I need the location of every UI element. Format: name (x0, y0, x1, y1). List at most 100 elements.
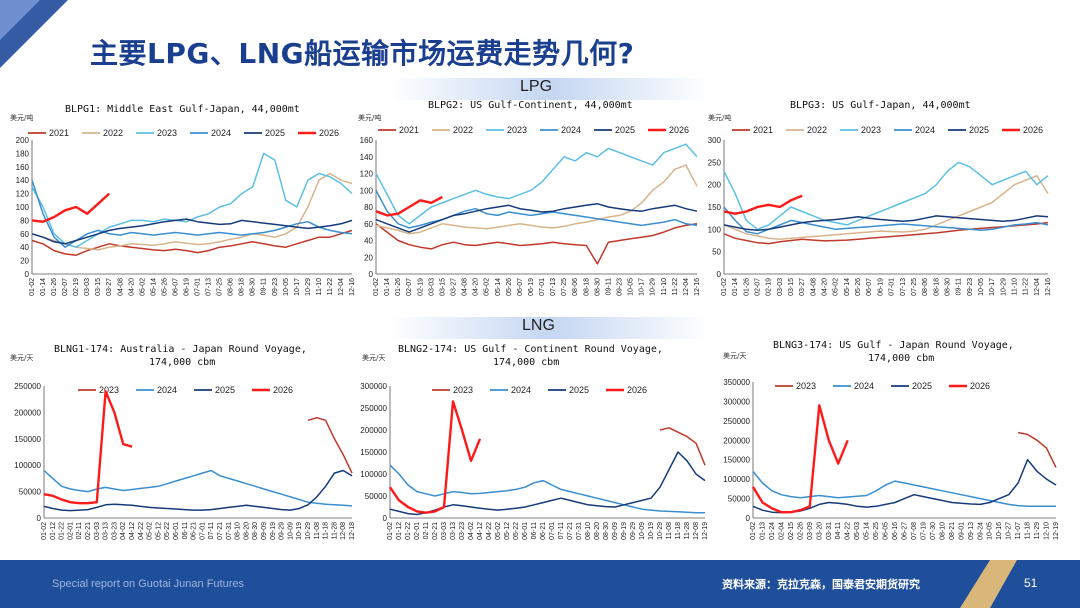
x-tick-label: 02-19 (766, 278, 773, 296)
x-tick-label: 07-01 (549, 522, 556, 540)
x-tick-label: 11-28 (684, 522, 691, 539)
x-tick-label: 05-02 (495, 522, 502, 540)
y-tick-label: 80 (364, 203, 373, 212)
x-tick-label: 10-09 (639, 522, 646, 540)
series-line-2021 (375, 223, 698, 265)
x-tick-label: 05-22 (513, 522, 520, 540)
x-tick-label: 11-18 (675, 522, 682, 539)
x-tick-label: 01-02 (750, 522, 757, 540)
series-line-2023 (31, 152, 353, 248)
corner-decoration-inner (0, 0, 40, 40)
y-tick-label: 150000 (360, 448, 387, 457)
x-tick-label: 07-30 (930, 522, 937, 540)
x-tick-label: 04-08 (810, 278, 817, 296)
x-tick-label: 05-02 (139, 278, 146, 296)
x-tick-label: 10-19 (296, 522, 303, 540)
y-tick-label: 60 (20, 230, 29, 239)
series-line-2025 (31, 218, 353, 245)
x-tick-label: 01-14 (384, 278, 391, 296)
y-unit-label: 美元/天 (362, 353, 385, 362)
x-tick-label: 08-06 (572, 278, 579, 296)
y-tick-label: 20 (364, 253, 373, 262)
y-tick-label: 120 (16, 190, 30, 199)
series-line-2024 (375, 189, 698, 229)
y-tick-label: 40 (364, 237, 373, 246)
x-tick-label: 11-07 (1015, 522, 1022, 539)
lng-section-band (390, 317, 710, 339)
x-tick-label: 05-22 (164, 522, 171, 540)
x-tick-label: 11-08 (314, 522, 321, 539)
x-tick-label: 08-06 (922, 278, 929, 296)
x-tick-label: 02-26 (797, 522, 804, 540)
y-tick-label: 180 (16, 149, 30, 158)
x-tick-label: 07-01 (889, 278, 896, 296)
chart-svg: BLPG1: Middle East Gulf-Japan, 44,000mt 美… (10, 104, 356, 296)
legend-label-2023: 2023 (453, 385, 473, 395)
x-tick-label: 05-26 (161, 278, 168, 296)
x-tick-label: 04-11 (835, 522, 842, 539)
x-tick-label: 03-13 (103, 522, 110, 540)
x-tick-label: 08-06 (228, 278, 235, 296)
legend-label-2024: 2024 (561, 125, 581, 135)
x-tick-label: 11-29 (1034, 522, 1041, 539)
x-tick-label: 05-14 (864, 522, 871, 540)
legend-label-2025: 2025 (569, 385, 589, 395)
x-tick-label: 07-31 (576, 522, 583, 540)
x-tick-label: 03-27 (799, 278, 806, 296)
x-tick-label: 08-18 (239, 278, 246, 296)
x-tick-label: 07-13 (550, 278, 557, 296)
y-tick-label: 100000 (14, 461, 41, 470)
x-tick-label: 06-16 (892, 522, 899, 540)
y-tick-label: 50 (712, 248, 721, 257)
x-tick-label: 08-20 (243, 522, 250, 540)
chart-blpg3: BLPG3: US Gulf-Japan, 44,000mt 美元/吨 0 50 100… (700, 96, 1070, 314)
x-tick-label: 02-01 (414, 522, 421, 540)
x-tick-label: 07-19 (920, 522, 927, 540)
series-line-2023 (1017, 431, 1057, 468)
x-tick-label: 05-03 (854, 522, 861, 540)
x-tick-label: 06-19 (877, 278, 884, 296)
x-tick-label: 12-16 (349, 278, 356, 296)
legend-label-2024: 2024 (915, 125, 935, 135)
x-tick-label: 03-23 (111, 522, 118, 540)
y-tick-label: 200 (708, 181, 722, 190)
x-tick-label: 12-10 (1044, 522, 1051, 540)
series-line-2026 (43, 390, 133, 505)
x-tick-label: 04-02 (468, 522, 475, 540)
x-tick-label: 04-08 (117, 278, 124, 296)
series-line-2024 (752, 470, 1056, 508)
series-line-2023 (375, 143, 698, 225)
x-tick-label: 08-30 (252, 522, 259, 540)
x-tick-label: 07-25 (561, 278, 568, 296)
x-tick-label: 09-29 (279, 522, 286, 540)
x-tick-label: 09-23 (272, 278, 279, 296)
series-line-2026 (31, 192, 111, 223)
x-tick-label: 03-27 (450, 278, 457, 296)
x-tick-label: 11-10 (316, 278, 323, 295)
x-tick-label: 05-02 (147, 522, 154, 540)
x-tick-label: 04-22 (845, 522, 852, 540)
y-tick-label: 0 (25, 270, 30, 279)
x-tick-label: 05-14 (844, 278, 851, 296)
y-tick-label: 200000 (14, 408, 41, 417)
legend-label-2024: 2024 (511, 385, 531, 395)
x-tick-label: 04-20 (473, 278, 480, 296)
series-line-2022 (723, 174, 1049, 240)
x-tick-label: 08-10 (939, 522, 946, 540)
x-tick-label: 01-02 (41, 522, 48, 540)
lpg-section-band (390, 78, 710, 100)
x-tick-label: 02-07 (755, 278, 762, 296)
x-tick-label: 10-29 (305, 278, 312, 296)
x-tick-label: 07-01 (199, 522, 206, 540)
y-tick-label: 140 (360, 153, 374, 162)
x-tick-label: 04-02 (120, 522, 127, 540)
x-tick-label: 10-16 (996, 522, 1003, 540)
x-tick-label: 01-02 (387, 522, 394, 540)
x-tick-label: 02-15 (788, 522, 795, 540)
x-tick-label: 04-20 (822, 278, 829, 296)
y-tick-label: 0 (383, 514, 388, 523)
y-tick-label: 150 (708, 203, 722, 212)
series-line-2026 (389, 400, 482, 514)
legend-label-2024: 2024 (854, 381, 874, 391)
x-tick-label: 07-21 (567, 522, 574, 540)
